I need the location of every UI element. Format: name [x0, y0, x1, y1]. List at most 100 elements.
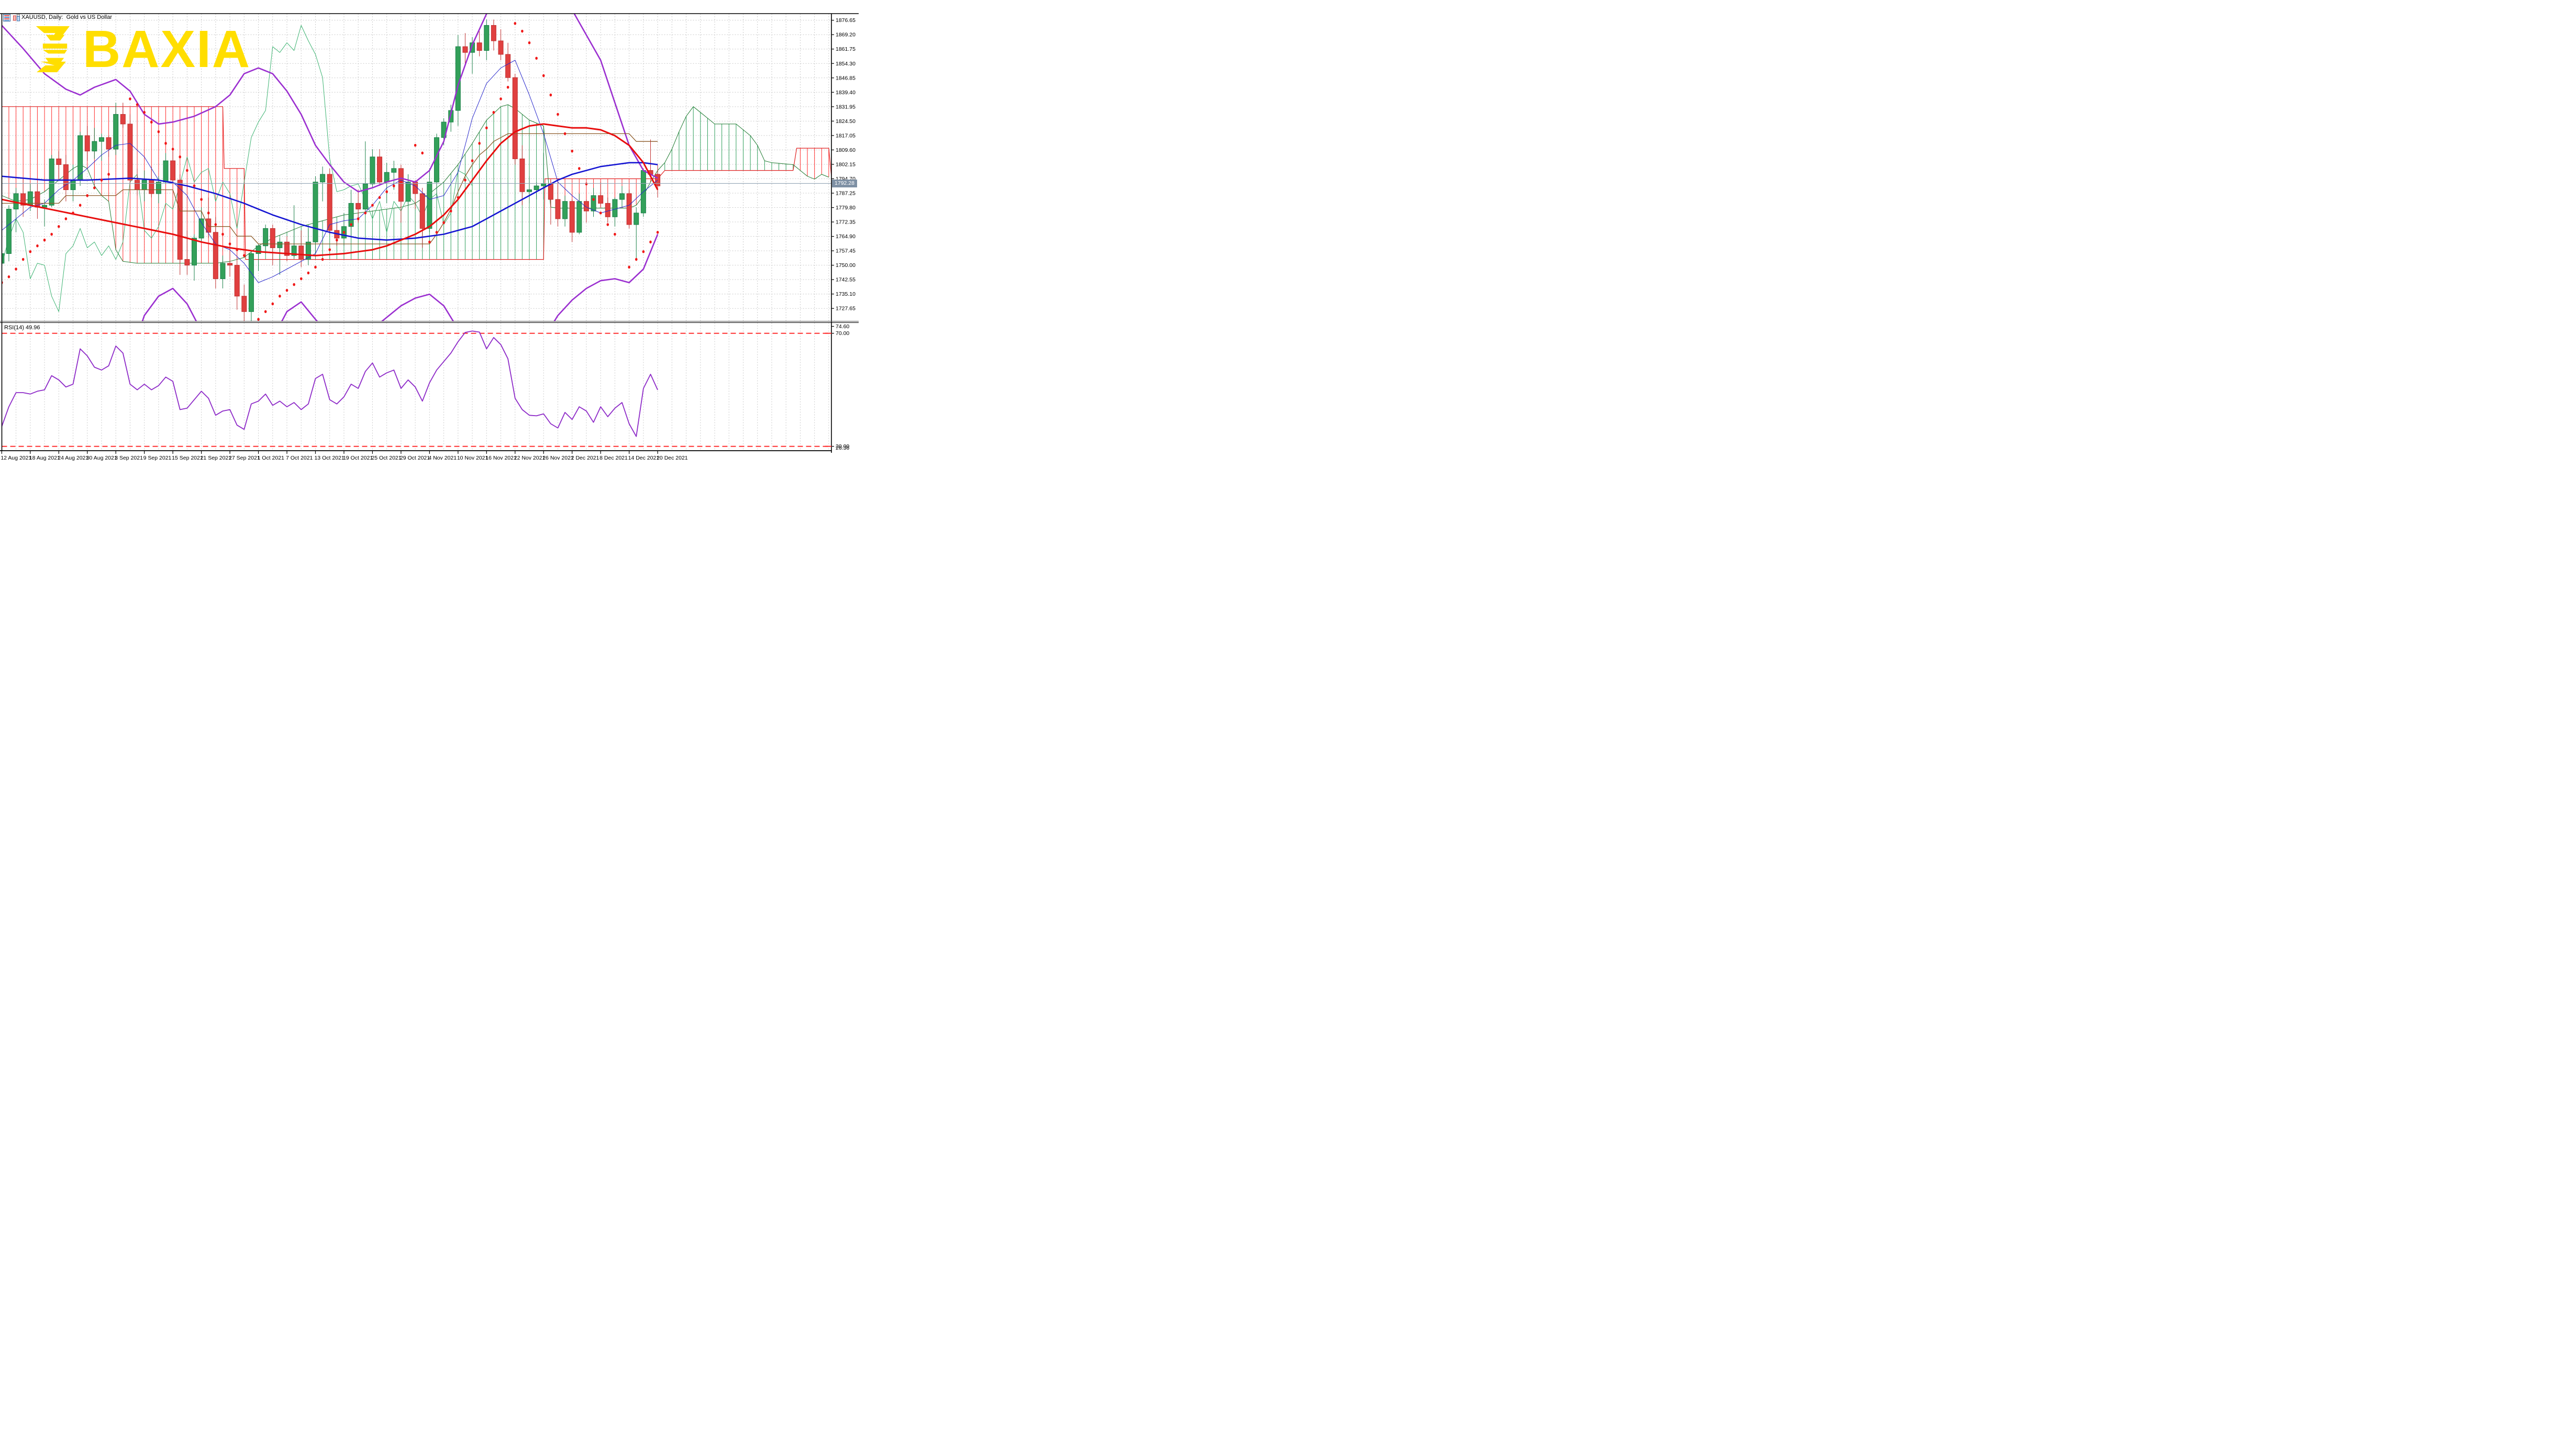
candle-body — [77, 135, 83, 181]
sar-dot — [656, 231, 659, 234]
sar-dot — [442, 221, 445, 225]
price-tick-label: 1861.75 — [836, 46, 856, 52]
sar-dot — [414, 143, 417, 147]
sar-dot — [257, 318, 260, 321]
candle-body — [149, 180, 154, 194]
sar-dot — [385, 190, 388, 194]
date-tick-label: 26 Nov 2021 — [542, 455, 574, 461]
candle-body — [177, 180, 183, 260]
sar-dot — [342, 231, 346, 234]
candle-body — [256, 245, 261, 254]
candle-body — [241, 296, 247, 312]
date-tick-label: 19 Oct 2021 — [343, 455, 373, 461]
sar-dot — [228, 242, 231, 245]
date-tick-label: 10 Nov 2021 — [457, 455, 488, 461]
date-tick-label: 27 Sep 2021 — [229, 455, 260, 461]
sar-dot — [599, 211, 602, 215]
sar-dot — [221, 232, 224, 236]
candle-body — [541, 183, 547, 186]
sar-dot — [285, 288, 288, 292]
candle-body — [127, 124, 133, 181]
sar-dot — [649, 240, 652, 244]
sar-dot — [15, 267, 17, 271]
candle-body — [263, 228, 269, 247]
sar-dot — [321, 258, 324, 261]
candle-body — [398, 168, 404, 202]
sar-dot — [478, 142, 481, 145]
price-tick-label: 1876.65 — [836, 17, 856, 24]
sar-dot — [542, 74, 545, 77]
tenkan-sen-line — [2, 60, 658, 283]
price-tick-label: 1727.65 — [836, 306, 856, 312]
sar-dot — [392, 184, 395, 187]
date-tick-label: 12 Aug 2021 — [1, 455, 31, 461]
date-tick-label: 29 Oct 2021 — [400, 455, 430, 461]
candle-body — [591, 195, 596, 211]
candle-body — [448, 110, 454, 122]
price-tick-label: 1824.50 — [836, 118, 856, 125]
candle-body — [98, 137, 104, 142]
sar-dot — [36, 244, 39, 248]
sar-dot — [614, 232, 616, 236]
sar-dot — [642, 250, 645, 253]
sar-dot — [506, 85, 509, 89]
sar-dot — [606, 223, 609, 226]
senkou-span-b-line — [2, 106, 831, 260]
sar-dot — [357, 217, 360, 220]
price-chart[interactable]: 1876.65 1869.20 1861.75 1854.30 1846.85 1839.… — [0, 0, 859, 484]
sar-dot — [299, 277, 303, 281]
candle-body — [555, 199, 561, 219]
sar-dot — [186, 169, 188, 172]
price-tick-label: 1779.80 — [836, 205, 856, 211]
price-tick-label: 1817.05 — [836, 132, 856, 139]
sar-dot — [179, 155, 182, 159]
candle-body — [462, 46, 468, 53]
sar-dot — [521, 29, 524, 33]
chart-window: 1876.65 1869.20 1861.75 1854.30 1846.85 1839.… — [0, 0, 859, 484]
price-tick-label: 1846.85 — [836, 75, 856, 81]
candle-body — [120, 114, 126, 125]
date-tick-label: 21 Sep 2021 — [201, 455, 232, 461]
rsi-tick-label: 74.60 — [836, 323, 849, 330]
rsi-panel — [2, 330, 831, 447]
candle-body — [113, 114, 119, 150]
candle-body — [156, 182, 161, 194]
chart-frame — [0, 13, 859, 453]
candle-body — [356, 203, 361, 209]
candle-body — [576, 201, 582, 233]
candle-body — [220, 263, 226, 280]
candle-body — [484, 25, 490, 51]
candle-body — [562, 201, 568, 219]
sar-dot — [535, 57, 538, 60]
candle-body — [370, 157, 375, 184]
date-tick-label: 24 Aug 2021 — [58, 455, 88, 461]
sar-dot — [549, 93, 552, 97]
sar-dot — [457, 196, 460, 199]
price-tick-label: 1854.30 — [836, 61, 856, 67]
date-tick-label: 7 Oct 2021 — [286, 455, 313, 461]
candle-body — [362, 183, 368, 209]
sar-dot — [336, 238, 338, 242]
candle-body — [491, 25, 496, 41]
sar-dot — [193, 184, 196, 187]
candle-body — [583, 201, 589, 211]
candle-body — [569, 201, 575, 233]
candle-body — [626, 193, 632, 225]
sar-dot — [200, 198, 203, 201]
candle-body — [135, 180, 140, 191]
candle-body — [170, 160, 176, 181]
sar-dot — [499, 97, 502, 101]
candle-body — [248, 253, 254, 312]
sar-dot — [243, 254, 246, 257]
candle-body — [184, 259, 190, 266]
candle-body — [191, 238, 197, 266]
sar-dot — [214, 223, 217, 226]
candle-body — [305, 241, 311, 260]
sar-dot — [528, 41, 531, 44]
sar-dot — [7, 275, 10, 278]
price-axis-labels: 1876.65 1869.20 1861.75 1854.30 1846.85 1839.… — [825, 17, 856, 451]
candle-body — [198, 218, 204, 239]
sar-dot — [293, 283, 295, 286]
candle-body — [391, 168, 397, 173]
sar-dot — [557, 113, 559, 116]
